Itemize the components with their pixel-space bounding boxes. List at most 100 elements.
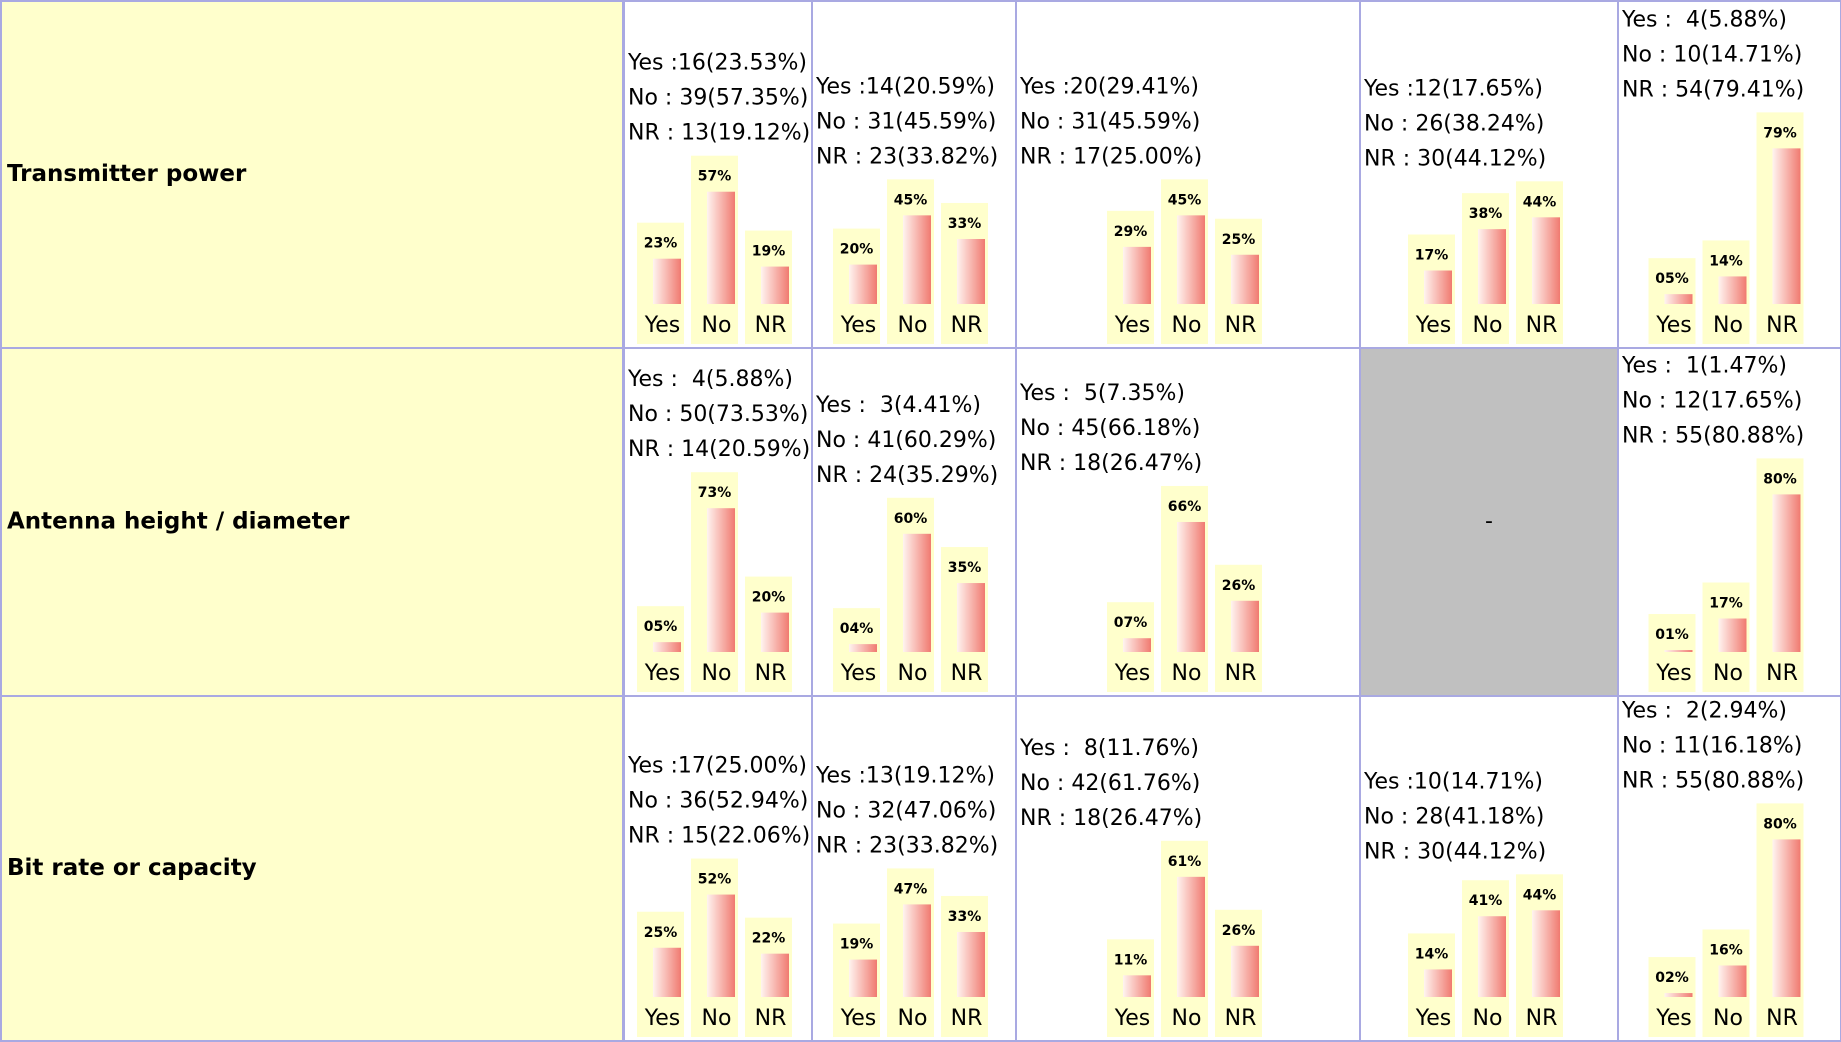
category-label: NR	[1766, 1006, 1798, 1031]
bar-value-label: 57%	[698, 169, 732, 185]
bar	[761, 953, 789, 997]
bar	[1231, 254, 1259, 304]
bar	[957, 583, 985, 652]
count-line: NR : 14(20.59%)	[628, 437, 810, 462]
bar-value-label: 19%	[840, 937, 874, 953]
category-label: NR	[1225, 661, 1257, 686]
count-line: NR : 13(19.12%)	[628, 121, 810, 146]
bar-value-label: 26%	[1222, 578, 1256, 594]
count-line: No : 42(61.76%)	[1020, 771, 1200, 796]
category-label: Yes	[644, 313, 681, 338]
count-line: Yes : 5(7.35%)	[1019, 381, 1185, 406]
count-line: No : 12(17.65%)	[1622, 388, 1802, 413]
bar	[1424, 969, 1452, 997]
bar-value-label: 14%	[1709, 253, 1743, 269]
category-label: No	[1172, 661, 1202, 686]
count-line: Yes : 4(5.88%)	[1621, 7, 1787, 32]
bar-value-label: 61%	[1168, 854, 1202, 870]
count-line: Yes :12(17.65%)	[1363, 76, 1543, 101]
count-line: NR : 30(44.12%)	[1364, 839, 1546, 864]
count-line: NR : 24(35.29%)	[816, 463, 998, 488]
bar	[653, 947, 681, 997]
count-line: No : 50(73.53%)	[628, 402, 808, 427]
bar-value-label: 01%	[1655, 627, 1689, 643]
bar-value-label: 25%	[644, 925, 678, 941]
bar	[707, 894, 735, 997]
row-label-cell	[0, 347, 624, 697]
category-label: No	[1713, 313, 1743, 338]
bar-value-label: 29%	[1114, 224, 1148, 240]
category-label: No	[1473, 313, 1503, 338]
count-line: NR : 17(25.00%)	[1020, 144, 1202, 169]
count-line: No : 36(52.94%)	[628, 789, 808, 814]
category-label: Yes	[1655, 661, 1692, 686]
category-label: NR	[755, 313, 787, 338]
bar-value-label: 25%	[1222, 232, 1256, 248]
count-line: No : 41(60.29%)	[816, 428, 996, 453]
bar	[903, 533, 931, 652]
bar	[653, 258, 681, 304]
category-label: Yes	[1114, 1006, 1151, 1031]
category-label: No	[1473, 1006, 1503, 1031]
bar	[1231, 600, 1259, 652]
category-label: No	[702, 313, 732, 338]
bar	[1718, 965, 1747, 997]
category-label: No	[1713, 661, 1743, 686]
bar-value-label: 66%	[1168, 499, 1202, 515]
bar-value-label: 20%	[752, 590, 786, 606]
count-line: Yes : 3(4.41%)	[815, 393, 981, 418]
bar-value-label: 17%	[1415, 248, 1449, 264]
bar	[957, 931, 985, 997]
category-label: NR	[951, 313, 983, 338]
bar	[1123, 638, 1151, 652]
bar	[1532, 910, 1560, 997]
category-label: Yes	[1415, 313, 1452, 338]
bar-value-label: 20%	[840, 242, 874, 258]
count-line: NR : 18(26.47%)	[1020, 451, 1202, 476]
count-line: Yes :16(23.53%)	[627, 51, 807, 76]
bar	[1772, 839, 1801, 997]
category-label: NR	[951, 1006, 983, 1031]
bar-value-label: 07%	[1114, 615, 1148, 631]
count-line: No : 28(41.18%)	[1364, 804, 1544, 829]
bar	[761, 612, 789, 652]
bar-value-label: 73%	[698, 485, 732, 501]
category-label: No	[898, 661, 928, 686]
bar-background	[1648, 957, 1696, 1037]
bar	[849, 264, 877, 304]
count-line: Yes :20(29.41%)	[1019, 74, 1199, 99]
count-line: Yes : 1(1.47%)	[1621, 353, 1787, 378]
category-label: NR	[1526, 1006, 1558, 1031]
category-label: Yes	[1655, 313, 1692, 338]
count-line: NR : 55(80.88%)	[1622, 768, 1804, 793]
category-label: Yes	[644, 661, 681, 686]
bar-value-label: 52%	[698, 872, 732, 888]
bar-value-label: 04%	[840, 621, 874, 637]
bar-value-label: 05%	[644, 619, 678, 635]
count-line: No : 31(45.59%)	[1020, 109, 1200, 134]
bar	[1664, 294, 1693, 304]
bar	[849, 644, 877, 652]
category-label: Yes	[644, 1006, 681, 1031]
bar-value-label: 33%	[948, 909, 982, 925]
category-label: Yes	[1114, 661, 1151, 686]
bar-value-label: 11%	[1114, 952, 1148, 968]
bar-value-label: 45%	[1168, 192, 1202, 208]
bar	[1772, 494, 1801, 652]
bar	[957, 238, 985, 304]
category-label: Yes	[840, 313, 877, 338]
category-label: NR	[1526, 313, 1558, 338]
bar-value-label: 05%	[1655, 271, 1689, 287]
count-line: No : 26(38.24%)	[1364, 111, 1544, 136]
bar-value-label: 47%	[894, 881, 928, 897]
bar	[1123, 246, 1151, 304]
count-line: No : 31(45.59%)	[816, 109, 996, 134]
bar-value-label: 44%	[1523, 887, 1557, 903]
category-label: No	[898, 1006, 928, 1031]
count-line: NR : 23(33.82%)	[816, 144, 998, 169]
bar-value-label: 19%	[752, 244, 786, 260]
bar	[653, 642, 681, 652]
bar-value-label: 41%	[1469, 893, 1503, 909]
category-label: No	[702, 1006, 732, 1031]
row-label-cell	[0, 0, 624, 349]
